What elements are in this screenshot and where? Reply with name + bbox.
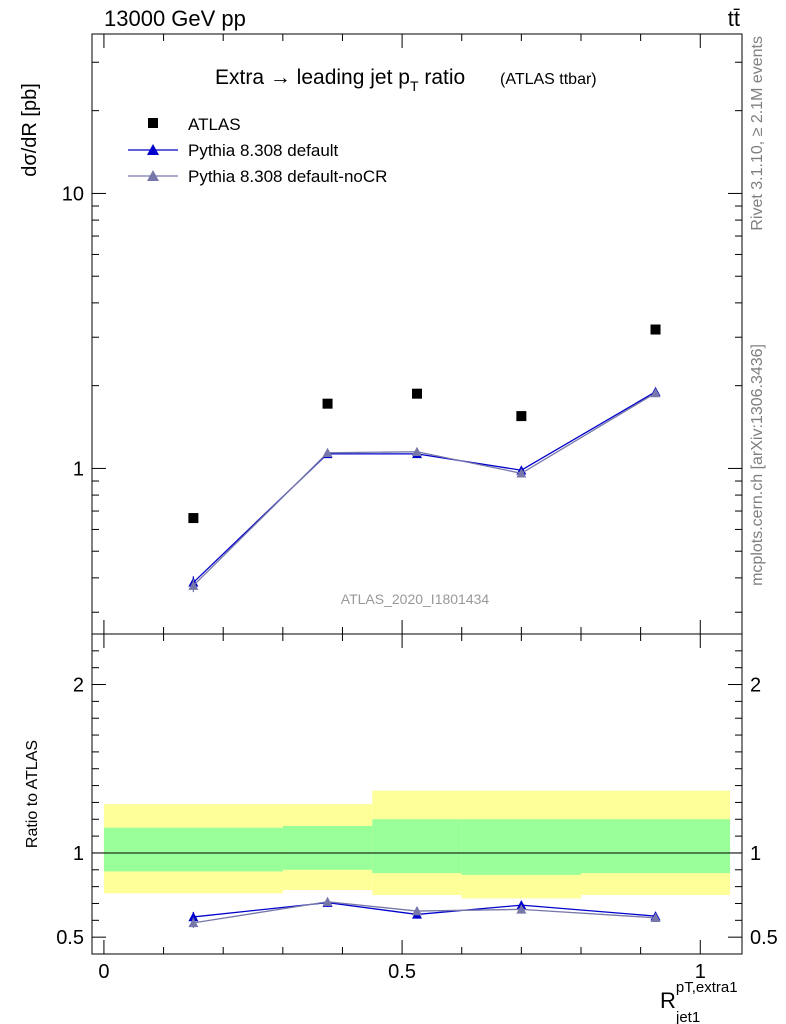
ratio-nocr-point [322,896,333,907]
pythia-nocr-point [188,580,199,590]
ratio-ticks [92,634,742,954]
ratio-ytick-label-right: 0.5 [750,927,778,949]
pythia-nocr-line [192,392,656,587]
main-ylabel: dσ/dR [pb] [19,83,41,177]
uncertainty-band-green [580,819,731,874]
pythia-nocr-point [516,468,527,478]
pythia-nocr-point [412,446,422,456]
legend-atlas-marker [148,118,158,128]
ratio-xtick-label: 1 [695,961,706,983]
ratio-default-line [193,901,656,918]
ratio-ylabel: Ratio to ATLAS [24,740,41,848]
pythia-nocr-point [322,447,333,458]
legend: ATLAS Pythia 8.308 default Pythia 8.308 … [128,115,387,186]
ratio-ytick-label-left: 0.5 [56,927,84,949]
legend-pythia-default-marker [147,144,159,155]
ratio-ytick-label-left: 2 [73,675,84,697]
analysis-watermark: ATLAS_2020_I1801434 [341,591,490,607]
legend-atlas-label: ATLAS [188,115,241,134]
xlabel-main: R [660,988,676,1013]
ratio-bands [103,790,731,899]
ratio-nocr-point [650,912,661,923]
ratio-xtick-label: 0.5 [388,961,416,983]
ratio-ytick-label-left: 1 [73,843,84,865]
title-tail: ratio [419,66,466,89]
main-ytick-label: 1 [73,458,84,480]
uncertainty-band-green [372,819,462,874]
ratio-xlabel: RpT,extra1 jet1 [660,979,738,1024]
legend-pythia-nocr-label: Pythia 8.308 default-noCR [188,167,387,186]
title-tag: (ATLAS ttbar) [500,71,597,88]
ratio-ytick-label-right: 2 [750,675,761,697]
ratio-nocr-line [193,901,656,924]
ratio-default-point [188,911,199,922]
main-ylabel-text: dσ/dR [pb] [19,83,41,177]
xlabel-sub: jet1 [675,1009,700,1024]
ratio-marks [188,896,661,928]
ratio-nocr-point [516,904,527,914]
mcplots-label: mcplots.cern.ch [arXiv:1306.3436] [749,344,766,586]
main-ytick-labels: 1 10 [62,183,84,480]
uncertainty-band-green [103,827,283,872]
rivet-label: Rivet 3.1.10, ≥ 2.1M events [749,36,766,231]
ratio-frame [91,633,743,955]
ratio-xtick-label: 0 [98,961,109,983]
ratio-ytick-labels: 0.5 0.5 1 1 2 2 [56,675,778,950]
atlas-point [322,398,333,409]
ratio-nocr-point [412,906,422,916]
uncertainty-band-green [461,819,581,875]
legend-pythia-nocr-marker [147,170,159,181]
main-ticks [92,34,742,634]
pythia-nocr-point [650,388,661,398]
xlabel-sup: pT,extra1 [676,979,738,996]
ratio-xtick-labels: 0 0.5 1 [98,961,705,983]
pythia-default-line [192,391,656,583]
main-ytick-label: 10 [62,183,84,205]
atlas-point [188,513,199,524]
ratio-nocr-point [188,917,199,928]
plot-title: Extra → leading jet pT ratio [215,66,465,94]
uncertainty-band-green [282,826,373,870]
atlas-point [516,411,527,422]
atlas-point [412,388,422,399]
process-label: tt̄ [728,6,740,31]
main-panel: 1 10 Extra → leading jet pT ratio (ATLAS … [19,33,743,635]
atlas-point [650,324,661,335]
ratio-ytick-label-right: 1 [750,843,761,865]
title-main: Extra → leading jet p [215,66,410,89]
energy-label: 13000 GeV pp [104,6,246,31]
legend-pythia-default-label: Pythia 8.308 default [188,141,339,160]
title-sub: T [410,78,419,94]
ratio-panel: 0.5 0.51 12 2 0 0.5 1 Ratio to ATLAS RpT,extr… [24,633,778,1024]
main-marks [188,324,661,593]
